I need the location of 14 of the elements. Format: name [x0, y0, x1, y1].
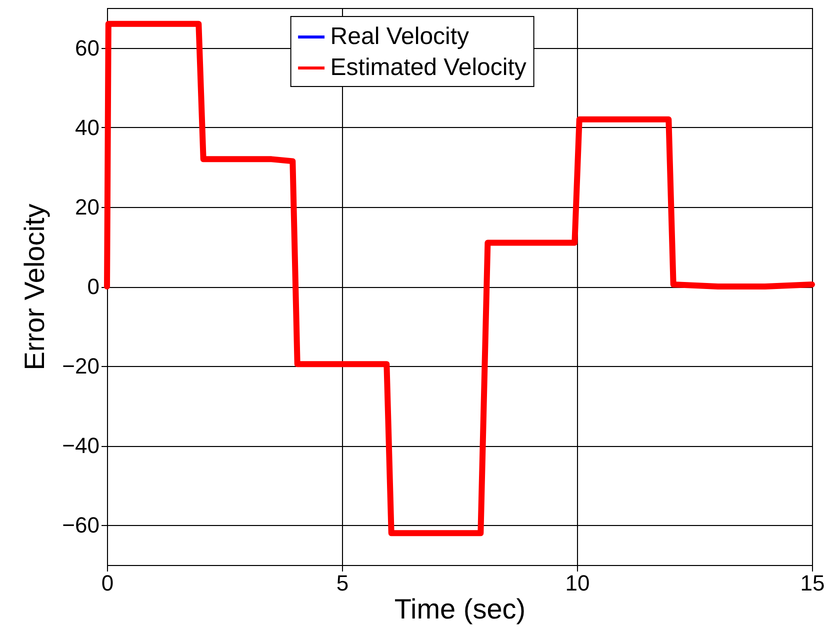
y-tick-label: 40: [75, 114, 100, 140]
legend-label: Estimated Velocity: [330, 54, 526, 81]
y-tick-label: −40: [62, 433, 100, 458]
x-tick-label: 5: [336, 570, 349, 596]
x-tick-label: 10: [565, 570, 590, 596]
y-tick-label: −60: [62, 512, 100, 538]
x-tick-label: 15: [800, 570, 825, 596]
y-tick-label: 0: [87, 274, 100, 299]
x-axis-title: Time (sec): [394, 594, 526, 624]
y-tick-label: −20: [62, 354, 100, 379]
y-tick-label: 60: [75, 35, 100, 60]
legend-label: Real Velocity: [330, 23, 470, 50]
y-axis-title: Error Velocity: [19, 204, 50, 370]
y-tick-label: 20: [75, 194, 100, 220]
